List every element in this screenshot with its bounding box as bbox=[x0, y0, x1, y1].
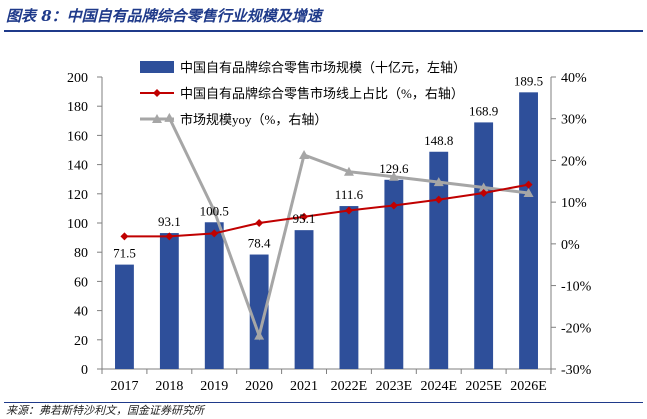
left-tick-label: 120 bbox=[67, 188, 88, 203]
x-tick-label: 2024E bbox=[420, 379, 457, 394]
bar bbox=[519, 92, 538, 369]
bar bbox=[159, 233, 179, 369]
right-tick-label: 30% bbox=[561, 113, 587, 128]
left-tick-label: 100 bbox=[67, 217, 88, 232]
bar-series bbox=[115, 92, 538, 369]
legend-swatch-share-marker bbox=[153, 89, 161, 97]
x-tick-label: 2021 bbox=[290, 379, 318, 394]
right-tick-label: -20% bbox=[561, 321, 592, 336]
chart-legend: 中国自有品牌综合零售市场规模（十亿元，左轴） 中国自有品牌综合零售市场线上占比（%… bbox=[140, 60, 466, 127]
chart-axes: 0 20 40 60 80 100 120 140 160 180 200 -30% -20% -10% 0… bbox=[67, 71, 592, 394]
yoy-marker bbox=[164, 112, 175, 122]
bar-value-label: 148.8 bbox=[424, 133, 453, 148]
online-share-marker bbox=[120, 232, 129, 241]
figure-title: 图表 8：中国自有品牌综合零售行业规模及增速 bbox=[6, 7, 322, 25]
online-share-marker bbox=[255, 219, 264, 227]
yoy-marker bbox=[254, 330, 265, 340]
x-tick-label: 2025E bbox=[465, 379, 502, 394]
online-share-marker bbox=[389, 201, 398, 210]
yoy-marker bbox=[388, 171, 399, 181]
bar bbox=[294, 230, 314, 369]
legend-label-share: 中国自有品牌综合零售市场线上占比（%，右轴） bbox=[180, 86, 464, 101]
left-tick-label: 140 bbox=[67, 159, 88, 174]
x-tick-label: 2020 bbox=[245, 379, 273, 394]
left-tick-label: 0 bbox=[81, 363, 88, 378]
bar-data-labels: 71.5 93.1 100.5 78.4 95.1 111.6 129.6 148.8 168.… bbox=[113, 73, 543, 260]
x-tick-label: 2022E bbox=[331, 379, 368, 394]
online-share-marker bbox=[479, 188, 488, 197]
yoy-marker bbox=[299, 150, 310, 160]
yoy-marker bbox=[478, 182, 489, 192]
left-tick-label: 180 bbox=[67, 100, 88, 115]
x-tick-label: 2026E bbox=[510, 379, 547, 394]
bar-value-label: 129.6 bbox=[379, 161, 409, 176]
bar-value-label: 95.1 bbox=[293, 211, 316, 226]
bar-value-label: 189.5 bbox=[514, 73, 543, 88]
bar-value-label: 93.1 bbox=[158, 214, 181, 229]
online-share-marker bbox=[300, 212, 309, 221]
online-share-line bbox=[124, 183, 529, 238]
bar-value-label: 100.5 bbox=[200, 203, 229, 218]
legend-swatch-bar bbox=[140, 61, 174, 73]
legend-label-yoy: 市场规模yoy（%，右轴） bbox=[180, 112, 327, 127]
online-share-marker bbox=[165, 232, 174, 241]
left-tick-label: 160 bbox=[67, 129, 88, 144]
x-tick-label: 2019 bbox=[200, 379, 228, 394]
left-tick-label: 20 bbox=[74, 334, 88, 349]
online-share-marker bbox=[434, 195, 443, 204]
footer-divider bbox=[4, 402, 643, 403]
yoy-marker bbox=[523, 187, 534, 197]
right-tick-label: -30% bbox=[561, 363, 592, 378]
legend-label-bar: 中国自有品牌综合零售市场规模（十亿元，左轴） bbox=[180, 60, 466, 75]
right-tick-label: 20% bbox=[561, 154, 587, 169]
right-tick-label: 0% bbox=[561, 238, 580, 253]
right-tick-label: 40% bbox=[561, 71, 587, 86]
legend-swatch-yoy-marker bbox=[152, 114, 162, 123]
online-share-marker bbox=[524, 180, 533, 189]
left-tick-label: 40 bbox=[74, 305, 88, 320]
online-share-marker bbox=[344, 206, 353, 215]
title-divider bbox=[4, 30, 643, 32]
bar-value-label: 78.4 bbox=[248, 236, 271, 251]
left-tick-label: 200 bbox=[67, 71, 88, 86]
yoy-marker bbox=[343, 166, 354, 176]
bar bbox=[339, 206, 359, 369]
right-tick-label: 10% bbox=[561, 196, 587, 211]
left-tick-label: 60 bbox=[74, 275, 88, 290]
bar bbox=[429, 151, 449, 369]
online-share-line-series bbox=[120, 180, 533, 241]
yoy-marker bbox=[433, 177, 444, 187]
x-tick-label: 2018 bbox=[155, 379, 183, 394]
bar bbox=[474, 122, 494, 369]
bar bbox=[204, 222, 224, 369]
bar bbox=[115, 264, 134, 369]
right-tick-label: -10% bbox=[561, 280, 592, 295]
x-tick-label: 2017 bbox=[110, 379, 138, 394]
yoy-marker bbox=[209, 205, 220, 215]
bar-value-label: 111.6 bbox=[335, 187, 364, 202]
x-tick-label: 2023E bbox=[376, 379, 413, 394]
left-tick-label: 80 bbox=[74, 246, 88, 261]
online-share-marker bbox=[210, 229, 219, 238]
source-note: 来源：弗若斯特沙利文，国金证券研究所 bbox=[6, 404, 204, 417]
bar-value-label: 71.5 bbox=[113, 246, 136, 261]
bar bbox=[249, 254, 269, 369]
bar bbox=[384, 179, 404, 369]
bar-value-label: 168.9 bbox=[469, 103, 498, 118]
